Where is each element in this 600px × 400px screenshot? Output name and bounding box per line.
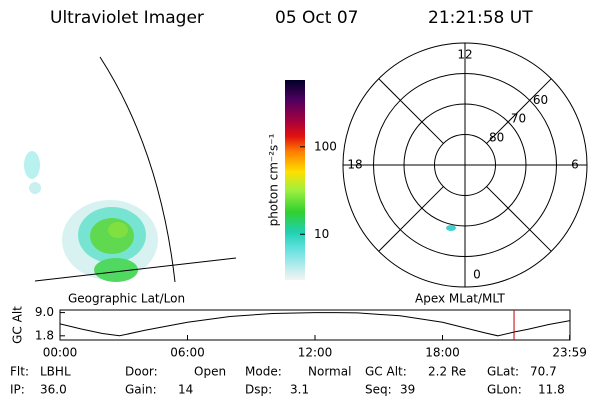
polar-blob [446, 225, 456, 231]
status-label: Mode: [245, 365, 282, 379]
lat-label: 80 [489, 131, 504, 145]
lat-label: 60 [533, 93, 548, 107]
status-value: 14 [178, 383, 193, 397]
status-value: Open [194, 365, 226, 379]
x-tick-label: 06:00 [170, 346, 205, 360]
status-label: GC Alt: [365, 365, 407, 379]
polar-grid [378, 78, 552, 252]
mlt-label: 6 [571, 158, 579, 172]
status-label: Seq: [365, 383, 392, 397]
title: Ultraviolet Imager [50, 8, 204, 28]
status-label: GLat: [487, 365, 519, 379]
colorbar-tick-label: 100 [314, 139, 337, 153]
status-value: 36.0 [40, 383, 67, 397]
time: 21:21:58 UT [428, 8, 533, 28]
colorbar [285, 80, 305, 280]
y-tick-label: 1.8 [35, 328, 54, 342]
status-value: 3.1 [290, 383, 309, 397]
y-tick-label: 9.0 [35, 305, 54, 319]
status-label: Door: [125, 365, 158, 379]
status-value: 2.2 Re [428, 365, 466, 379]
status-label: GLon: [487, 383, 522, 397]
colorbar-label: photon cm⁻²s⁻¹ [267, 133, 281, 226]
status-value: 39 [400, 383, 415, 397]
geo-map-label: Geographic Lat/Lon [68, 292, 185, 306]
altitude-ylabel: GC Alt [11, 306, 25, 344]
status-label: Gain: [125, 383, 157, 397]
polar-label: Apex MLat/MLT [415, 292, 505, 306]
x-tick-label: 18:00 [425, 346, 460, 360]
altitude-curve [59, 312, 571, 337]
lat-label: 70 [511, 112, 526, 126]
status-value: LBHL [40, 365, 71, 379]
colorbar-tick-label: 10 [314, 227, 329, 241]
status-value: 70.7 [530, 365, 557, 379]
status-label: IP: [10, 383, 25, 397]
x-tick-label: 23:59 [552, 346, 587, 360]
status-label: Flt: [10, 365, 29, 379]
status-value: 11.8 [538, 383, 565, 397]
geo-map [24, 56, 237, 283]
mlt-label: 0 [473, 268, 481, 282]
status-value: Normal [308, 365, 351, 379]
status-label: Dsp: [245, 383, 272, 397]
x-tick-label: 00:00 [43, 346, 78, 360]
mlt-label: 18 [347, 158, 362, 172]
mlt-label: 12 [457, 48, 472, 62]
x-tick-label: 12:00 [298, 346, 333, 360]
date: 05 Oct 07 [275, 8, 358, 28]
